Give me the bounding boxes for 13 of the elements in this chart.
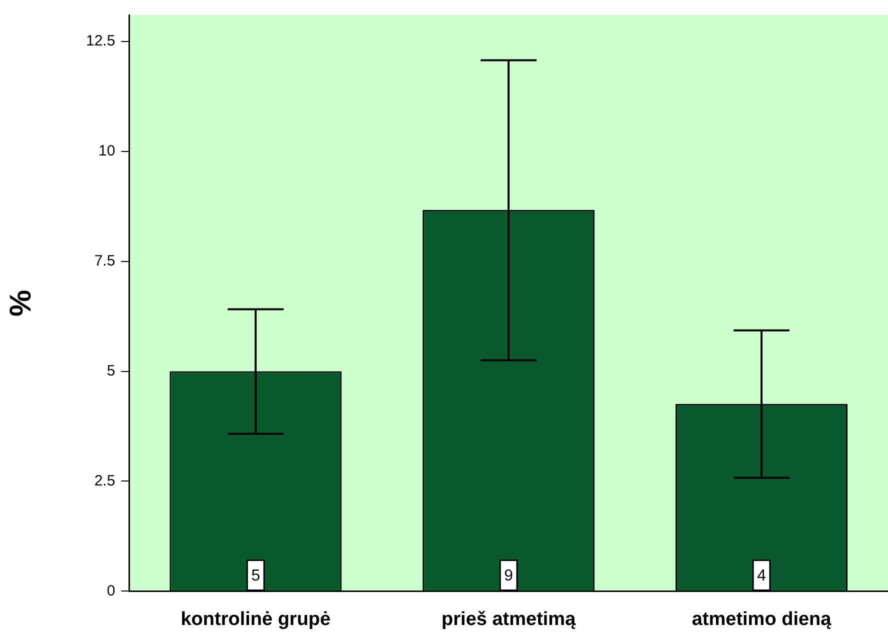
y-tick-label: 0: [106, 582, 116, 600]
x-tick-label: prieš atmetimą: [442, 608, 576, 630]
y-axis-title: %: [4, 290, 38, 316]
data-label: 5: [251, 568, 260, 585]
y-tick-label: 12.5: [86, 32, 116, 50]
data-label: 4: [757, 568, 766, 585]
x-tick-label: kontrolinė grupė: [180, 608, 331, 630]
x-tick-label: atmetimo dieną: [692, 608, 832, 630]
y-tick-label: 7.5: [94, 252, 116, 270]
y-tick-label: 5: [106, 362, 116, 380]
y-tick-label: 2.5: [94, 472, 116, 490]
data-label: 9: [504, 568, 514, 585]
y-tick-label: 10: [98, 142, 116, 160]
